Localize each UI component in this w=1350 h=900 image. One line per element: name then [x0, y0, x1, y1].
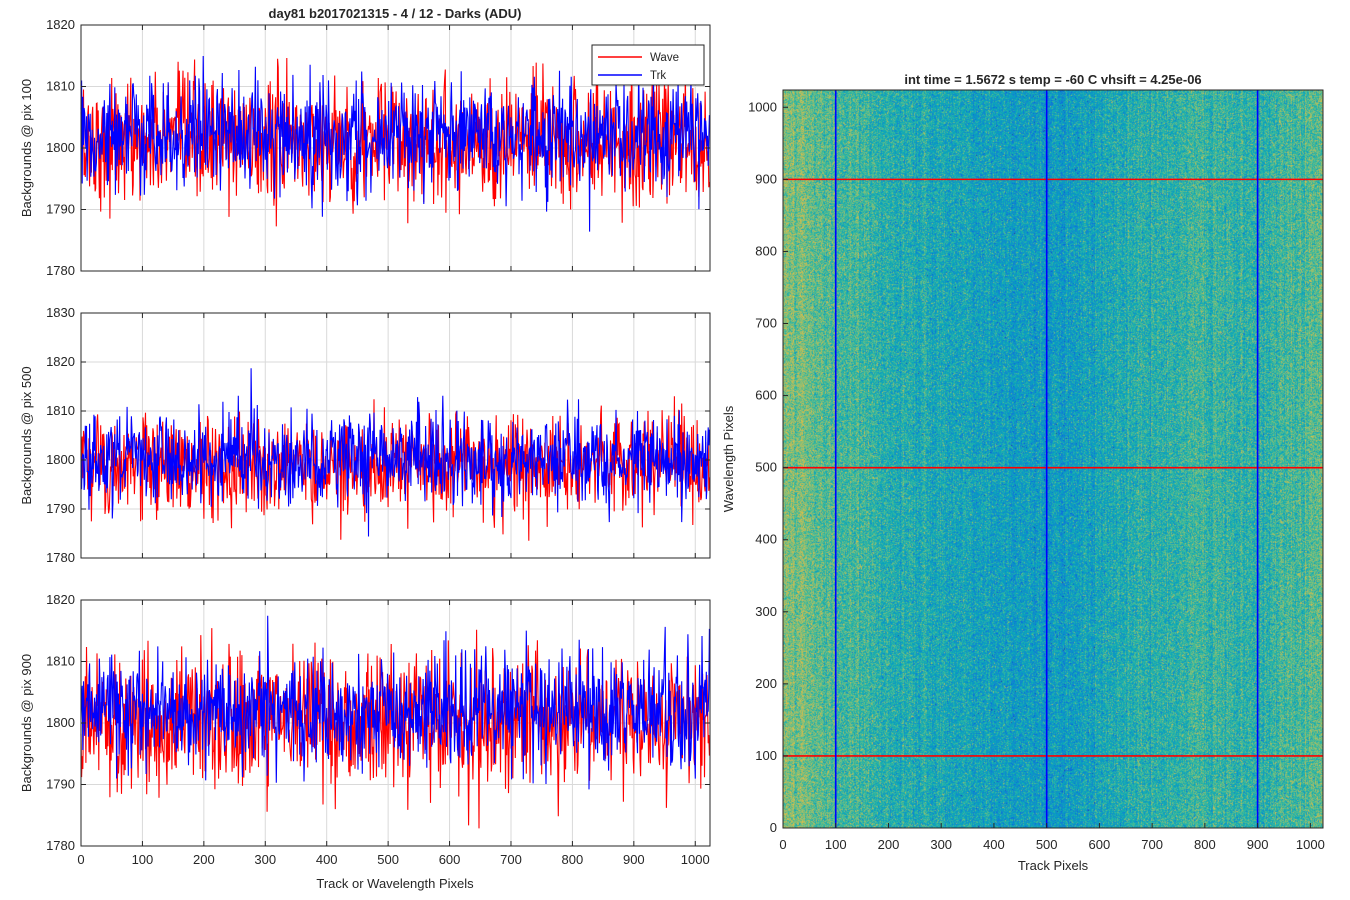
- y-tick-label: 1830: [46, 305, 75, 320]
- legend: Wave Trk: [591, 44, 705, 86]
- series-line-trk: [80, 55, 710, 232]
- heatmap-x-tick-label: 200: [878, 837, 900, 852]
- heatmap-y-tick-label: 900: [755, 171, 777, 186]
- heatmap-y-axis-label: Wavelength Pixels: [721, 405, 736, 512]
- x-tick-label: 200: [193, 852, 215, 867]
- heatmap-x-tick-label: 700: [1141, 837, 1163, 852]
- x-tick-label: 400: [316, 852, 338, 867]
- y-axis-label: Backgrounds @ pix 900: [19, 654, 34, 792]
- y-tick-label: 1810: [46, 79, 75, 94]
- heatmap-x-tick-label: 400: [983, 837, 1005, 852]
- x-tick-label: 600: [439, 852, 461, 867]
- y-tick-label: 1780: [46, 550, 75, 565]
- x-tick-label: 300: [254, 852, 276, 867]
- heatmap-y-tick-label: 200: [755, 676, 777, 691]
- y-tick-label: 1800: [46, 715, 75, 730]
- y-axis-label: Backgrounds @ pix 100: [19, 79, 34, 217]
- heatmap-x-tick-label: 100: [825, 837, 847, 852]
- figure-title: day81 b2017021315 - 4 / 12 - Darks (ADU): [269, 6, 522, 21]
- x-tick-label: 900: [623, 852, 645, 867]
- x-tick-label: 100: [132, 852, 154, 867]
- heatmap-x-tick-label: 900: [1247, 837, 1269, 852]
- x-tick-label: 500: [377, 852, 399, 867]
- heatmap-y-tick-label: 500: [755, 460, 777, 475]
- plot-panel-pix-500: 1780 1790 1800 1810 1820 1830 Backgrounds @ p…: [19, 305, 711, 565]
- y-tick-label: 1780: [46, 263, 75, 278]
- heatmap-y-tick-label: 700: [755, 316, 777, 331]
- y-tick-label: 1790: [46, 202, 75, 217]
- legend-entry-trk: Trk: [650, 70, 666, 82]
- axes-frame: [80, 312, 711, 559]
- heatmap-x-tick-label: 600: [1089, 837, 1111, 852]
- heatmap-y-tick-label: 800: [755, 243, 777, 258]
- x-tick-label: 700: [500, 852, 522, 867]
- y-axis-label: Backgrounds @ pix 500: [19, 366, 34, 504]
- y-tick-label: 1820: [46, 592, 75, 607]
- plot-panel-pix-100: day81 b2017021315 - 4 / 12 - Darks (ADU)…: [19, 6, 711, 278]
- heatmap-x-tick-label: 300: [930, 837, 952, 852]
- y-tick-label: 1780: [46, 838, 75, 853]
- heatmap-title: int time = 1.5672 s temp = -60 C vhsift …: [904, 72, 1201, 87]
- y-tick-label: 1820: [46, 354, 75, 369]
- series-line-trk: [80, 368, 710, 537]
- y-tick-label: 1800: [46, 452, 75, 467]
- y-tick-label: 1790: [46, 777, 75, 792]
- heatmap-y-tick-label: 300: [755, 604, 777, 619]
- heatmap-y-tick-label: 0: [770, 820, 777, 835]
- y-tick-label: 1800: [46, 140, 75, 155]
- y-tick-label: 1810: [46, 654, 75, 669]
- heatmap-image: [783, 90, 1323, 828]
- y-tick-label: 1810: [46, 403, 75, 418]
- legend-entry-wave: Wave: [650, 52, 679, 64]
- heatmap-panel: int time = 1.5672 s temp = -60 C vhsift …: [721, 72, 1325, 873]
- heatmap-x-tick-label: 500: [1036, 837, 1058, 852]
- y-tick-label: 1820: [46, 17, 75, 32]
- x-tick-label: 800: [562, 852, 584, 867]
- heatmap-x-tick-label: 800: [1194, 837, 1216, 852]
- heatmap-x-tick-label: 1000: [1296, 837, 1325, 852]
- heatmap-y-tick-label: 100: [755, 748, 777, 763]
- plot-panel-pix-900: 1780 1790 1800 1810 1820 0 100 200 300 400 500 600…: [19, 592, 711, 891]
- x-tick-label: 1000: [681, 852, 710, 867]
- heatmap-y-tick-label: 1000: [748, 99, 777, 114]
- series-line-trk: [80, 615, 710, 790]
- x-tick-label: 0: [77, 852, 84, 867]
- y-tick-label: 1790: [46, 501, 75, 516]
- heatmap-y-tick-label: 400: [755, 532, 777, 547]
- heatmap-x-tick-label: 0: [779, 837, 786, 852]
- heatmap-x-axis-label: Track Pixels: [1018, 858, 1089, 873]
- x-axis-label: Track or Wavelength Pixels: [316, 876, 474, 891]
- heatmap-y-tick-label: 600: [755, 388, 777, 403]
